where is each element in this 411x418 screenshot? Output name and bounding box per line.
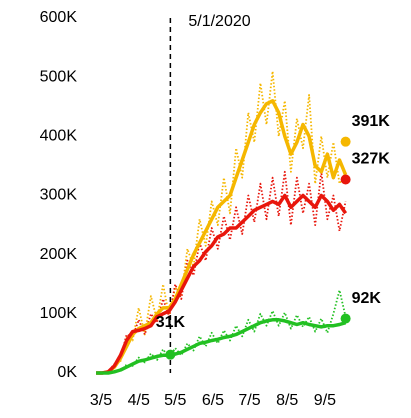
annotation-label: 5/1/2020 — [188, 13, 250, 30]
smooth-line — [96, 193, 348, 375]
y-tick-label: 600K — [40, 9, 78, 26]
x-tick-label: 5/5 — [164, 392, 186, 409]
y-tick-label: 400K — [40, 128, 78, 145]
point-label: 31K — [156, 314, 186, 331]
raw-line — [96, 289, 347, 374]
x-tick-label: 7/5 — [238, 392, 260, 409]
point-marker — [340, 174, 351, 185]
y-tick-label: 0K — [57, 364, 77, 381]
point-marker — [340, 136, 351, 147]
x-tick-label: 8/5 — [276, 392, 298, 409]
point-label: 327K — [352, 151, 391, 168]
x-tick-label: 4/5 — [128, 392, 150, 409]
y-tick-label: 300K — [40, 187, 78, 204]
x-tick-label: 6/5 — [202, 392, 224, 409]
y-tick-label: 200K — [40, 246, 78, 263]
y-tick-label: 100K — [40, 305, 78, 322]
point-label: 391K — [352, 113, 391, 130]
raw-line — [96, 170, 347, 374]
y-tick-label: 500K — [40, 68, 78, 85]
raw-line — [96, 70, 347, 374]
x-tick-label: 9/5 — [314, 392, 336, 409]
smooth-line — [96, 318, 347, 375]
point-marker — [165, 349, 176, 360]
x-tick-label: 3/5 — [90, 392, 112, 409]
point-label: 92K — [352, 290, 382, 307]
point-marker — [340, 313, 351, 324]
